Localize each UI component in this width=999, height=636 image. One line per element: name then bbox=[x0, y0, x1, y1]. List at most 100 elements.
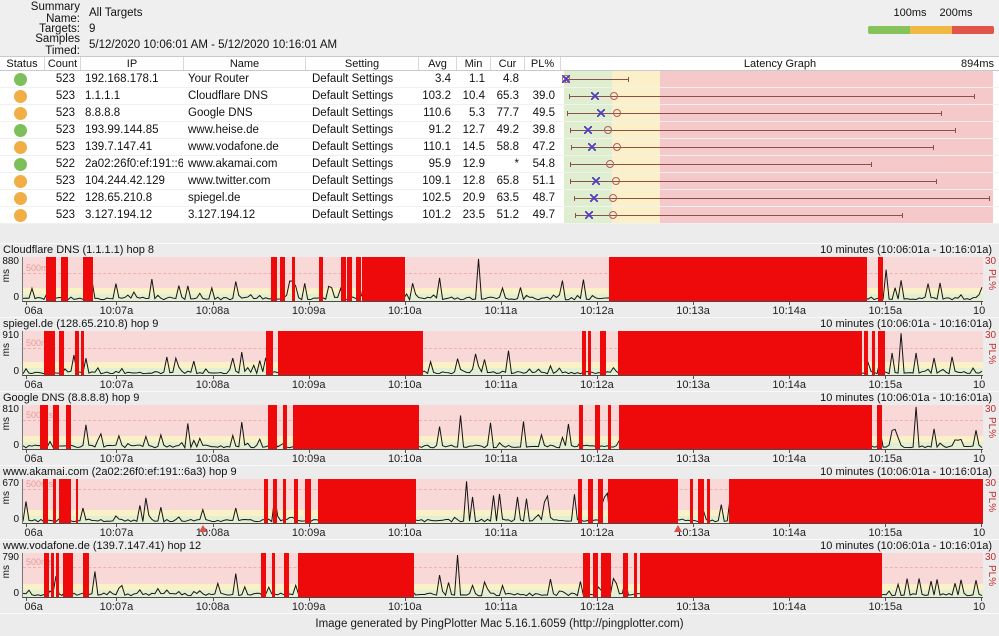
plot-area[interactable]: 500ms bbox=[22, 405, 983, 450]
midline-500ms bbox=[23, 273, 983, 275]
plot-area[interactable]: 500ms bbox=[22, 553, 983, 598]
x-axis-row: 06a 10:07a 10:08a 10:09a 10:10a 10:11a 10:12a 1… bbox=[22, 450, 985, 466]
packet-loss-bar bbox=[267, 405, 278, 449]
packet-loss-bar bbox=[728, 479, 983, 523]
midline-500ms-label: 500ms bbox=[26, 337, 54, 348]
status-cell bbox=[0, 208, 44, 222]
x-axis-tick bbox=[308, 524, 310, 527]
status-badge bbox=[14, 191, 27, 205]
graph-title: Cloudflare DNS (1.1.1.1) hop 8 bbox=[3, 244, 155, 256]
event-marker-triangle-icon[interactable] bbox=[198, 525, 207, 532]
current-marker-icon bbox=[583, 125, 592, 134]
latency-range-whisker bbox=[574, 197, 989, 199]
column-header-cur[interactable]: Cur bbox=[490, 57, 524, 70]
latency-range-whisker bbox=[570, 129, 956, 131]
min-cell: 10.4 bbox=[462, 90, 485, 102]
ms-axis-label: ms bbox=[1, 417, 12, 431]
column-header-name[interactable]: Name bbox=[183, 57, 305, 70]
status-cell bbox=[0, 174, 44, 188]
table-row[interactable]: 523 1.1.1.1 Cloudflare DNS Default Setti… bbox=[0, 87, 999, 105]
packet-loss-bar bbox=[305, 479, 311, 523]
legend-yellow-segment bbox=[910, 26, 952, 34]
plot-area[interactable]: 500ms bbox=[22, 331, 983, 376]
packet-loss-bar bbox=[265, 331, 273, 375]
latency-cell bbox=[560, 172, 999, 190]
current-marker-icon bbox=[591, 91, 600, 100]
count-cell: 523 bbox=[55, 73, 75, 85]
cur-cell: 77.7 bbox=[496, 107, 519, 119]
column-header-pl[interactable]: PL% bbox=[524, 57, 560, 70]
x-tick-label: 10 bbox=[973, 305, 986, 317]
packet-loss-bar bbox=[58, 479, 71, 523]
latency-cell bbox=[560, 121, 999, 139]
whisker-cap bbox=[566, 110, 568, 116]
column-header-setting[interactable]: Setting bbox=[305, 57, 418, 70]
name-cell: www.akamai.com bbox=[188, 158, 278, 170]
table-row[interactable]: 523 193.99.144.85 www.heise.de Default S… bbox=[0, 121, 999, 139]
whisker-cap bbox=[570, 161, 572, 167]
footer-text: Image generated by PingPlotter Mac 5.16.… bbox=[315, 618, 684, 630]
table-row[interactable]: 522 128.65.210.8 spiegel.de Default Sett… bbox=[0, 189, 999, 207]
x-axis-row: 06a 10:07a 10:08a 10:09a 10:10a 10:11a 10:12a 1… bbox=[22, 376, 985, 392]
average-marker-icon bbox=[613, 108, 622, 117]
x-axis-tick bbox=[404, 302, 406, 305]
status-cell bbox=[0, 140, 44, 154]
status-badge bbox=[14, 140, 27, 154]
packet-loss-bar bbox=[361, 257, 406, 301]
packet-loss-bar bbox=[599, 331, 606, 375]
whisker-cap bbox=[575, 212, 577, 218]
table-header-row: Status Count IP Name Setting Avg Min Cur… bbox=[0, 56, 999, 71]
x-tick-label: 10:10a bbox=[387, 305, 422, 317]
summary-header: Summary Name: All Targets Targets: 9 Sam… bbox=[0, 0, 999, 57]
x-tick-label: 10:12a bbox=[580, 453, 614, 465]
packet-loss-bar bbox=[283, 479, 287, 523]
x-axis-tick bbox=[25, 450, 27, 453]
name-cell: Your Router bbox=[188, 73, 249, 85]
status-cell bbox=[0, 89, 44, 103]
table-row[interactable]: 522 2a02:26f0:ef:191::6a3 www.akamai.com… bbox=[0, 155, 999, 173]
x-axis-tick bbox=[693, 524, 695, 527]
plot-area[interactable]: 500ms bbox=[22, 257, 983, 302]
column-header-avg[interactable]: Avg bbox=[418, 57, 456, 70]
name-cell: Google DNS bbox=[188, 107, 253, 119]
graph-main: 790 ms 0 500ms 30 PL% bbox=[0, 552, 999, 599]
samples-timed-row: Samples Timed: 5/12/2020 10:06:01 AM - 5… bbox=[0, 33, 999, 57]
whisker-cap bbox=[940, 110, 942, 116]
plot-area[interactable]: 500ms bbox=[22, 479, 983, 524]
x-tick-label: 10:13a bbox=[676, 527, 710, 539]
column-header-min[interactable]: Min bbox=[456, 57, 490, 70]
pl-cell: 39.0 bbox=[532, 90, 555, 102]
y-max-label: 880 bbox=[2, 256, 19, 267]
legend-red-segment bbox=[952, 26, 994, 34]
event-marker-triangle-icon[interactable] bbox=[674, 525, 683, 532]
column-header-count[interactable]: Count bbox=[44, 57, 80, 70]
setting-cell: Default Settings bbox=[312, 107, 394, 119]
average-marker-icon bbox=[612, 142, 621, 151]
column-header-ip[interactable]: IP bbox=[80, 57, 183, 70]
pl-max-label: 30 bbox=[985, 478, 997, 489]
packet-loss-bar bbox=[271, 553, 275, 597]
table-row[interactable]: 523 8.8.8.8 Google DNS Default Settings … bbox=[0, 104, 999, 122]
column-header-latency-graph[interactable]: Latency Graph 894ms bbox=[560, 57, 999, 70]
table-row[interactable]: 523 3.127.194.12 3.127.194.12 Default Se… bbox=[0, 206, 999, 224]
column-header-status[interactable]: Status bbox=[6, 58, 38, 70]
x-axis-tick bbox=[693, 450, 695, 453]
timeline-graphs-section: Cloudflare DNS (1.1.1.1) hop 8 10 minute… bbox=[0, 243, 999, 613]
latency-zone bbox=[564, 155, 993, 172]
packet-loss-bar bbox=[272, 479, 278, 523]
x-axis-tick bbox=[885, 598, 887, 601]
legend-100ms-label: 100ms bbox=[893, 7, 927, 19]
y-zero-label: 0 bbox=[13, 440, 19, 451]
ms-axis-label: ms bbox=[1, 491, 12, 505]
avg-cell: 102.5 bbox=[422, 192, 451, 204]
graph-block: www.akamai.com (2a02:26f0:ef:191::6a3) h… bbox=[0, 465, 999, 539]
table-row[interactable]: 523 192.168.178.1 Your Router Default Se… bbox=[0, 70, 999, 88]
x-axis-row: 06a 10:07a 10:08a 10:09a 10:10a 10:11a 10:12a 1… bbox=[22, 524, 985, 540]
table-row[interactable]: 523 139.7.147.41 www.vodafone.de Default… bbox=[0, 138, 999, 156]
average-marker-icon bbox=[612, 176, 621, 185]
ms-axis-label: ms bbox=[1, 343, 12, 357]
pl-cell: 47.2 bbox=[532, 141, 555, 153]
packet-loss-bar bbox=[297, 553, 414, 597]
table-row[interactable]: 523 104.244.42.129 www.twitter.com Defau… bbox=[0, 172, 999, 190]
